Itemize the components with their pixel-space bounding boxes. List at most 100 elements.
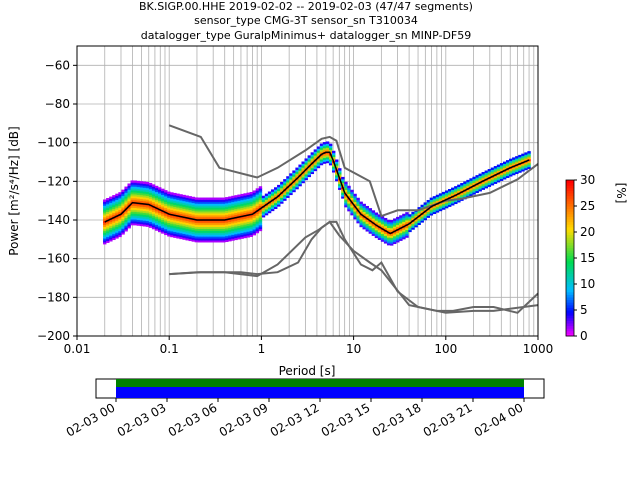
- heatmap-cell: [307, 155, 311, 158]
- heatmap-cell: [304, 177, 308, 181]
- heatmap-cell: [121, 212, 125, 216]
- heatmap-cell: [277, 192, 281, 196]
- heatmap-cell: [142, 220, 147, 223]
- heatmap-cell: [493, 179, 498, 182]
- heatmap-cell: [240, 209, 244, 212]
- heatmap-cell: [249, 217, 253, 220]
- heatmap-cell: [298, 166, 302, 169]
- heatmap-cell: [133, 222, 137, 226]
- heatmap-cell: [524, 162, 528, 165]
- heatmap-cell: [182, 208, 186, 211]
- heatmap-cell: [347, 191, 351, 194]
- heatmap-cell: [139, 219, 144, 223]
- heatmap-cell: [331, 170, 336, 173]
- heatmap-cell: [109, 210, 113, 213]
- heatmap-cell: [173, 198, 177, 202]
- heatmap-cell: [484, 170, 489, 173]
- heatmap-cell: [216, 211, 220, 214]
- heatmap-cell: [426, 200, 431, 203]
- heatmap-cell: [307, 172, 311, 176]
- heatmap-cell: [509, 158, 513, 162]
- heatmap-cell: [377, 214, 382, 217]
- title-line-1: BK.SIGP.00.HHE 2019-02-02 -- 2019-02-03 …: [139, 0, 473, 13]
- heatmap-cell: [118, 211, 122, 214]
- heatmap-cell: [154, 205, 159, 208]
- heatmap-cell: [371, 223, 376, 227]
- heatmap-cell: [176, 228, 180, 231]
- heatmap-cell: [344, 183, 348, 187]
- heatmap-cell: [286, 176, 290, 179]
- heatmap-cell: [142, 183, 147, 186]
- heatmap-cell: [322, 145, 327, 149]
- heatmap-cell: [209, 197, 214, 200]
- plot-frame: [76, 45, 539, 337]
- heatmap-cell: [316, 158, 321, 161]
- heatmap-cell: [133, 186, 137, 189]
- heatmap-cell: [139, 215, 144, 219]
- heatmap-cell: [341, 178, 345, 182]
- heatmap-cell: [231, 234, 235, 237]
- heatmap-cell: [451, 191, 455, 194]
- heatmap-cell: [368, 212, 373, 215]
- heatmap-cell: [228, 235, 232, 238]
- heatmap-cell: [280, 197, 284, 200]
- heatmap-cell: [106, 217, 110, 220]
- heatmap-cell: [255, 228, 260, 232]
- heatmap-cell: [182, 218, 186, 221]
- heatmap-cell: [441, 193, 446, 197]
- heatmap-cell: [350, 195, 354, 198]
- colorbar-cell: [566, 237, 574, 241]
- heatmap-cell: [161, 231, 165, 234]
- heatmap-cell: [405, 217, 409, 221]
- heatmap-cell: [200, 209, 205, 212]
- heatmap-cell: [103, 205, 107, 208]
- heatmap-cell: [106, 234, 110, 238]
- heatmap-cell: [463, 191, 467, 194]
- heatmap-cell: [389, 229, 394, 233]
- heatmap-cell: [170, 230, 174, 234]
- heatmap-cell: [273, 193, 278, 196]
- heatmap-cell: [234, 204, 238, 208]
- heatmap-cell: [277, 196, 281, 199]
- heatmap-cell: [176, 220, 180, 224]
- heatmap-cell: [411, 223, 415, 226]
- heatmap-cell: [106, 203, 110, 207]
- heatmap-cell: [121, 214, 125, 218]
- heatmap-cell: [203, 199, 208, 202]
- heatmap-cell: [216, 226, 220, 229]
- heatmap-cell: [310, 152, 315, 155]
- heatmap-cell: [194, 220, 199, 224]
- heatmap-cell: [524, 163, 528, 167]
- heatmap-cell: [176, 216, 180, 220]
- heatmap-cell: [292, 185, 296, 189]
- heatmap-cell: [359, 215, 363, 218]
- heatmap-cell: [264, 209, 269, 212]
- heatmap-cell: [383, 223, 388, 227]
- heatmap-cell: [255, 203, 260, 207]
- heatmap-cell: [161, 208, 165, 211]
- heatmap-cell: [267, 208, 272, 212]
- heatmap-cell: [237, 211, 241, 215]
- heatmap-cell: [515, 156, 519, 159]
- heatmap-cell: [261, 201, 266, 204]
- heatmap-cell: [423, 212, 427, 215]
- heatmap-cell: [399, 219, 403, 222]
- heatmap-cell: [444, 192, 449, 195]
- heatmap-cell: [518, 170, 522, 173]
- heatmap-cell: [273, 204, 278, 208]
- heatmap-cell: [170, 194, 174, 197]
- heatmap-cell: [252, 202, 257, 205]
- heatmap-cell: [331, 168, 336, 171]
- heatmap-cell: [158, 206, 162, 209]
- heatmap-cell: [319, 149, 324, 152]
- heatmap-cell: [383, 221, 388, 225]
- heatmap-cell: [212, 228, 217, 231]
- heatmap-cell: [139, 196, 144, 200]
- heatmap-cell: [225, 212, 229, 215]
- heatmap-cell: [396, 236, 400, 239]
- heatmap-cell: [206, 205, 211, 208]
- heatmap-cell: [438, 204, 443, 208]
- heatmap-cell: [270, 206, 275, 210]
- heatmap-cell: [139, 223, 144, 227]
- heatmap-cell: [280, 199, 284, 202]
